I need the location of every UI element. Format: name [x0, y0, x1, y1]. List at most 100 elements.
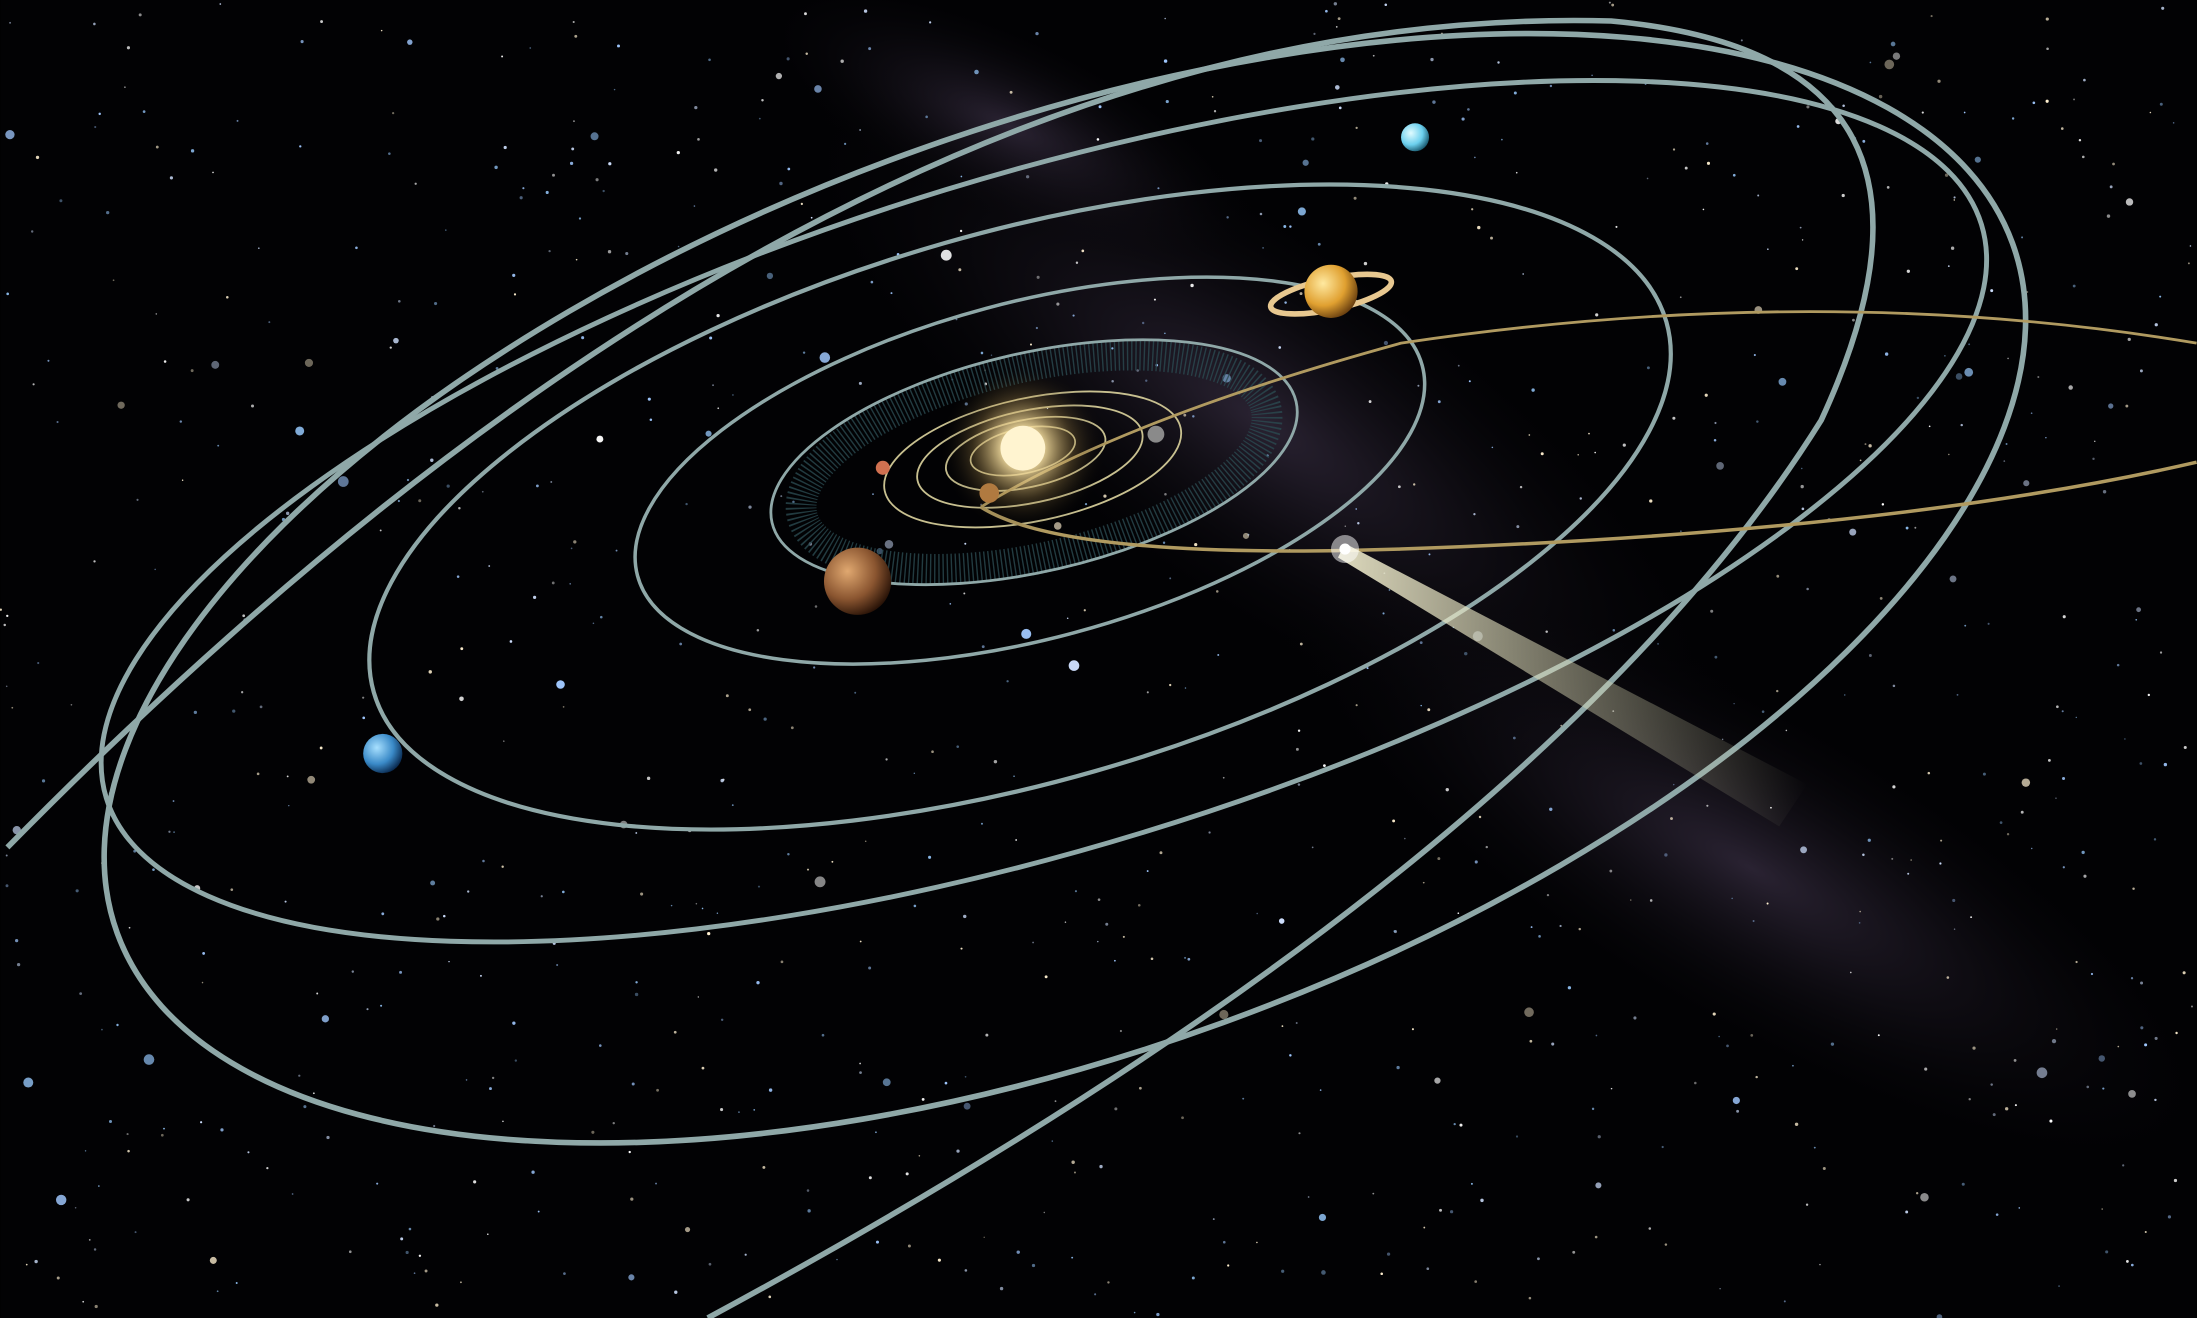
star: [628, 1274, 634, 1280]
star: [1434, 1077, 1440, 1083]
star: [1227, 1264, 1229, 1266]
star: [761, 99, 763, 101]
star: [1814, 1147, 1816, 1149]
star: [697, 138, 700, 141]
star: [769, 1088, 772, 1091]
star: [1471, 1183, 1473, 1185]
star: [831, 861, 833, 863]
star: [1757, 195, 1759, 197]
star: [1467, 108, 1470, 111]
star: [548, 250, 550, 252]
solar-system-illustration: [0, 0, 2197, 1318]
star: [288, 805, 289, 806]
star: [678, 246, 680, 248]
star: [573, 21, 575, 23]
star: [1099, 105, 1102, 108]
star: [305, 359, 313, 367]
star: [37, 662, 39, 664]
star: [1762, 710, 1765, 713]
star: [1081, 250, 1084, 253]
star: [2128, 1090, 2136, 1098]
star: [1741, 39, 1743, 41]
star: [635, 993, 638, 996]
star: [1032, 942, 1034, 944]
star: [1169, 684, 1171, 686]
star: [47, 360, 49, 362]
star: [1281, 1270, 1284, 1273]
star: [143, 110, 146, 113]
star: [1459, 1124, 1462, 1127]
star: [1996, 1213, 1999, 1216]
star: [376, 1183, 378, 1185]
star: [480, 975, 482, 977]
star: [1300, 643, 1303, 646]
star: [822, 1034, 825, 1037]
star: [1262, 247, 1264, 249]
star: [1776, 575, 1779, 578]
star: [2161, 7, 2164, 10]
star: [949, 603, 951, 605]
star: [712, 384, 714, 386]
star: [1907, 873, 1909, 875]
star: [2154, 838, 2156, 840]
star: [2144, 1043, 2147, 1046]
star: [1473, 513, 1475, 515]
star: [106, 211, 109, 214]
star: [2155, 323, 2158, 326]
star: [776, 73, 782, 79]
star: [415, 183, 417, 185]
star: [1208, 831, 1210, 833]
star: [1960, 424, 1962, 426]
star: [956, 1150, 959, 1153]
star: [2160, 651, 2162, 653]
star: [1852, 319, 1855, 322]
star: [2091, 973, 2093, 975]
star: [1609, 2, 1611, 4]
star: [161, 1134, 164, 1137]
star: [42, 779, 45, 782]
star: [295, 426, 304, 435]
star: [1522, 273, 1524, 275]
star: [1878, 1034, 1880, 1036]
star: [1298, 729, 1300, 731]
star: [2184, 746, 2187, 749]
star: [1948, 454, 1949, 455]
star: [1865, 443, 1867, 445]
star: [694, 106, 697, 109]
star: [1528, 434, 1530, 436]
star: [2110, 185, 2113, 188]
star: [1956, 373, 1963, 380]
star: [435, 1303, 438, 1306]
comet-head: [1339, 543, 1350, 554]
sun-disc: [1000, 426, 1045, 471]
star: [1298, 207, 1306, 215]
star: [313, 1092, 315, 1094]
star: [352, 970, 354, 972]
star: [1801, 485, 1804, 488]
star: [1906, 527, 1909, 530]
star: [1437, 857, 1440, 860]
star: [2031, 412, 2033, 414]
star: [390, 347, 392, 349]
star: [1181, 1116, 1184, 1119]
star: [301, 40, 304, 43]
star: [2014, 1059, 2017, 1062]
star: [1356, 127, 1358, 129]
star: [702, 1067, 705, 1070]
star: [600, 616, 603, 619]
star: [303, 1105, 306, 1108]
star: [1596, 1035, 1598, 1037]
star: [1703, 209, 1705, 211]
star: [1259, 139, 1262, 142]
star: [1278, 346, 1281, 349]
mars: [876, 461, 890, 475]
star: [322, 1015, 329, 1022]
star: [868, 47, 871, 50]
star: [593, 622, 595, 624]
uranus: [1401, 123, 1429, 151]
star: [1819, 1264, 1820, 1265]
star: [1420, 641, 1423, 644]
star: [1879, 95, 1882, 98]
star: [467, 890, 469, 892]
star: [1413, 483, 1415, 485]
